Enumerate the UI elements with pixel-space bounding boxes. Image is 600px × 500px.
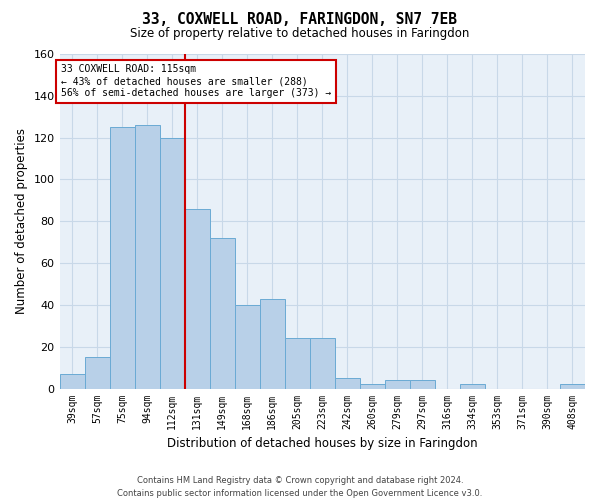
Bar bbox=[385, 380, 410, 388]
Bar bbox=[560, 384, 585, 388]
Bar bbox=[235, 305, 260, 388]
Bar bbox=[285, 338, 310, 388]
Bar bbox=[110, 127, 134, 388]
X-axis label: Distribution of detached houses by size in Faringdon: Distribution of detached houses by size … bbox=[167, 437, 478, 450]
Bar bbox=[260, 298, 285, 388]
Bar bbox=[310, 338, 335, 388]
Bar bbox=[134, 125, 160, 388]
Bar bbox=[335, 378, 360, 388]
Text: 33, COXWELL ROAD, FARINGDON, SN7 7EB: 33, COXWELL ROAD, FARINGDON, SN7 7EB bbox=[143, 12, 458, 28]
Text: Size of property relative to detached houses in Faringdon: Size of property relative to detached ho… bbox=[130, 28, 470, 40]
Bar bbox=[410, 380, 435, 388]
Y-axis label: Number of detached properties: Number of detached properties bbox=[15, 128, 28, 314]
Text: Contains HM Land Registry data © Crown copyright and database right 2024.
Contai: Contains HM Land Registry data © Crown c… bbox=[118, 476, 482, 498]
Bar bbox=[360, 384, 385, 388]
Bar bbox=[460, 384, 485, 388]
Text: 33 COXWELL ROAD: 115sqm
← 43% of detached houses are smaller (288)
56% of semi-d: 33 COXWELL ROAD: 115sqm ← 43% of detache… bbox=[61, 64, 331, 98]
Bar bbox=[160, 138, 185, 388]
Bar bbox=[185, 208, 209, 388]
Bar bbox=[209, 238, 235, 388]
Bar bbox=[85, 357, 110, 388]
Bar bbox=[59, 374, 85, 388]
